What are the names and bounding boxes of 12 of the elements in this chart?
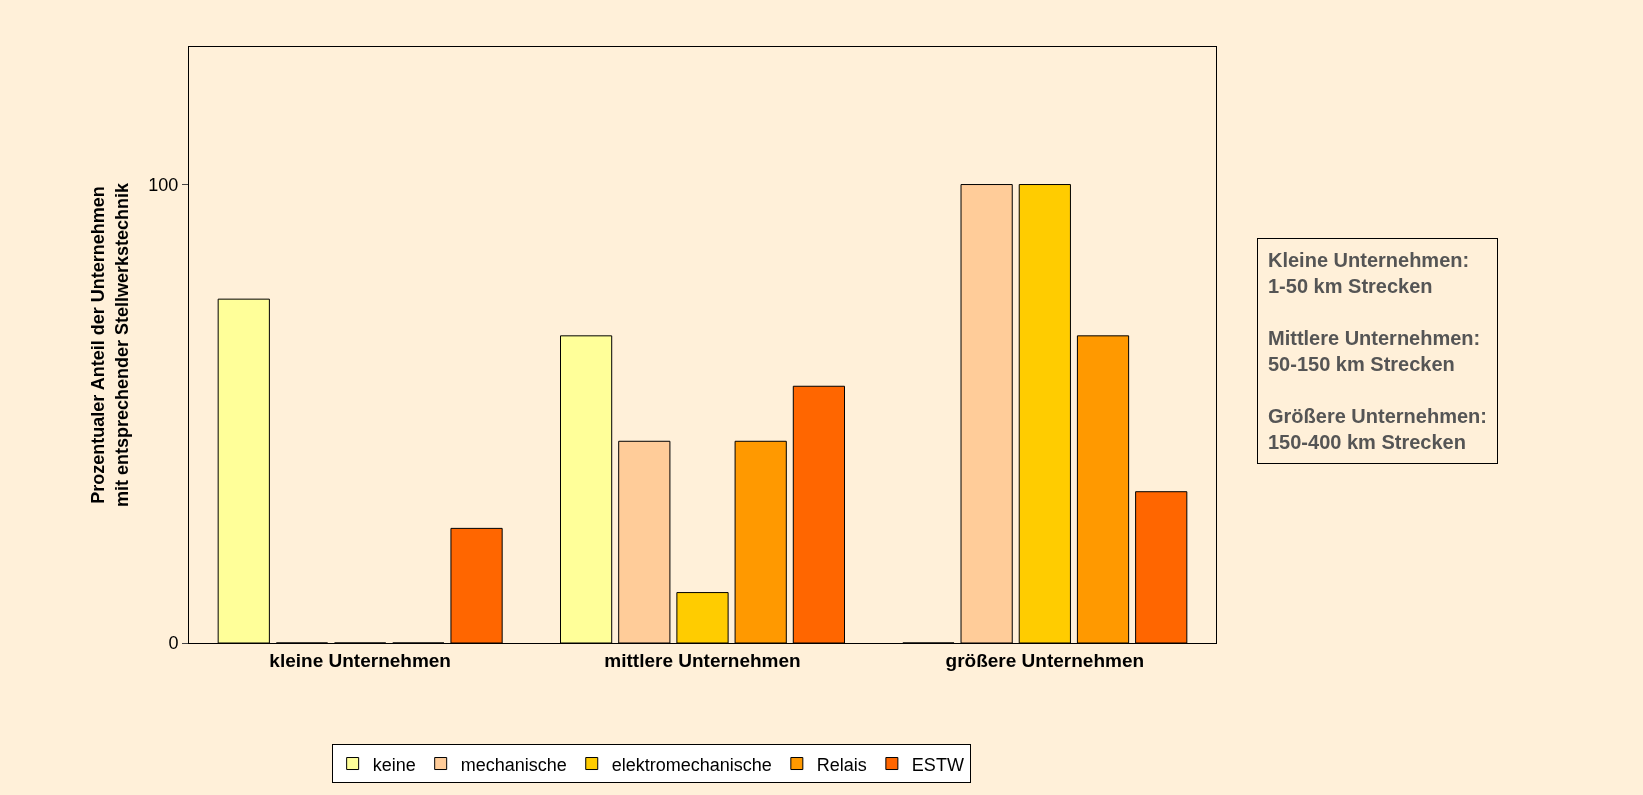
y-tick-label: 100 xyxy=(148,174,179,195)
legend-label: ESTW xyxy=(911,754,964,775)
text: Kleine Unternehmen: 1-50 km Strecken Mittlere Unternehmen: 50-150 km Strecken Größere Unternehmen: 150-400 km Strecken xyxy=(1268,249,1487,453)
x-tick-label: kleine Unternehmen xyxy=(269,649,451,671)
x-tick-label: mittlere Unternehmen xyxy=(604,649,801,671)
legend-label: keine xyxy=(372,754,416,775)
y-tick-label: 0 xyxy=(168,633,179,654)
legend-label: Relais xyxy=(816,754,867,775)
legend-label: mechanische xyxy=(460,754,567,775)
x-tick-label: größere Unternehmen xyxy=(945,649,1145,671)
legend-label: elektromechanische xyxy=(611,754,772,775)
y-axis-title: Prozentualer Anteil der Unternehmen mit entsprechender Stellwerkstechnik xyxy=(88,181,132,508)
